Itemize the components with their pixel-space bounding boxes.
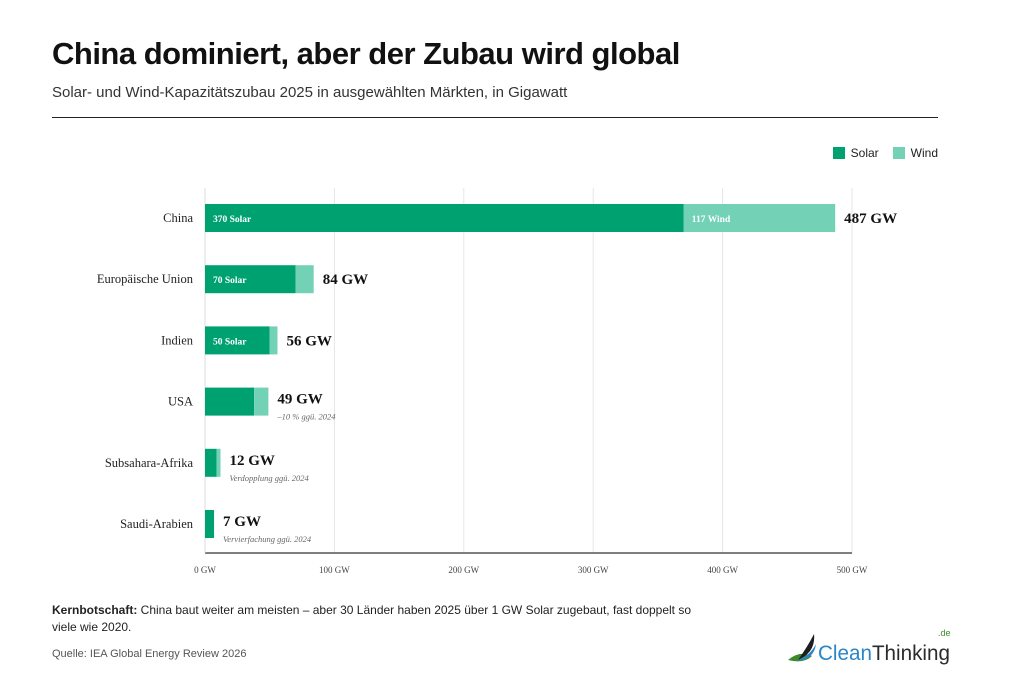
- segment-label: 70 Solar: [213, 276, 247, 286]
- legend-wind: Wind: [892, 146, 938, 160]
- segment-label: 370 Solar: [213, 215, 252, 225]
- category-label: Europäische Union: [97, 272, 194, 286]
- total-label: 56 GW: [286, 333, 331, 349]
- category-label: USA: [168, 395, 193, 409]
- x-tick-label: 400 GW: [707, 565, 738, 575]
- cleanthinking-logo: CleanThinking .de: [788, 628, 951, 665]
- category-label: China: [163, 211, 193, 225]
- key-message: Kernbotschaft: China baut weiter am meis…: [52, 602, 692, 636]
- total-label: 487 GW: [844, 211, 897, 227]
- legend-solar-swatch: [832, 147, 845, 159]
- total-label: 12 GW: [230, 453, 275, 469]
- total-label: 7 GW: [223, 514, 261, 530]
- svg-text:.de: .de: [938, 628, 951, 638]
- annotation: Vervierfachung ggü. 2024: [223, 534, 312, 544]
- category-label: Subsahara-Afrika: [105, 456, 194, 470]
- legend-solar: Solar: [832, 146, 879, 160]
- x-tick-label: 200 GW: [448, 565, 479, 575]
- bar-solar: [205, 204, 684, 232]
- bar-wind: [216, 448, 221, 477]
- annotation: Verdopplung ggü. 2024: [230, 473, 310, 483]
- segment-label: 50 Solar: [213, 337, 247, 347]
- legend-solar-label: Solar: [850, 146, 879, 160]
- svg-text:CleanThinking: CleanThinking: [818, 642, 950, 665]
- x-tick-label: 0 GW: [194, 565, 216, 575]
- total-label: 49 GW: [277, 392, 322, 408]
- legend: Solar Wind: [832, 146, 938, 160]
- x-tick-label: 300 GW: [578, 565, 609, 575]
- divider: [52, 117, 938, 118]
- x-tick-label: 100 GW: [319, 565, 350, 575]
- category-label: Indien: [161, 333, 194, 347]
- annotation: –10 % ggü. 2024: [276, 412, 336, 422]
- key-message-text: China baut weiter am meisten – aber 30 L…: [52, 603, 692, 634]
- bar-solar: [205, 387, 255, 416]
- bar-solar: [205, 448, 217, 477]
- legend-wind-label: Wind: [910, 146, 938, 160]
- legend-wind-swatch: [892, 147, 905, 159]
- segment-label: 117 Wind: [692, 215, 731, 225]
- x-tick-label: 500 GW: [837, 565, 868, 575]
- bar-wind: [269, 326, 278, 355]
- bar-solar: [205, 510, 215, 538]
- key-message-label: Kernbotschaft:: [52, 603, 138, 617]
- total-label: 84 GW: [323, 272, 368, 288]
- bar-solar: [205, 265, 296, 294]
- bar-wind: [295, 265, 314, 294]
- category-label: Saudi-Arabien: [120, 517, 194, 531]
- source: Quelle: IEA Global Energy Review 2026: [52, 648, 247, 660]
- bar-wind: [254, 387, 269, 416]
- chart-title: China dominiert, aber der Zubau wird glo…: [52, 36, 680, 71]
- chart-subtitle: Solar- und Wind-Kapazitätszubau 2025 in …: [52, 84, 568, 101]
- bar-wind: [683, 204, 836, 232]
- bar-solar: [205, 326, 270, 355]
